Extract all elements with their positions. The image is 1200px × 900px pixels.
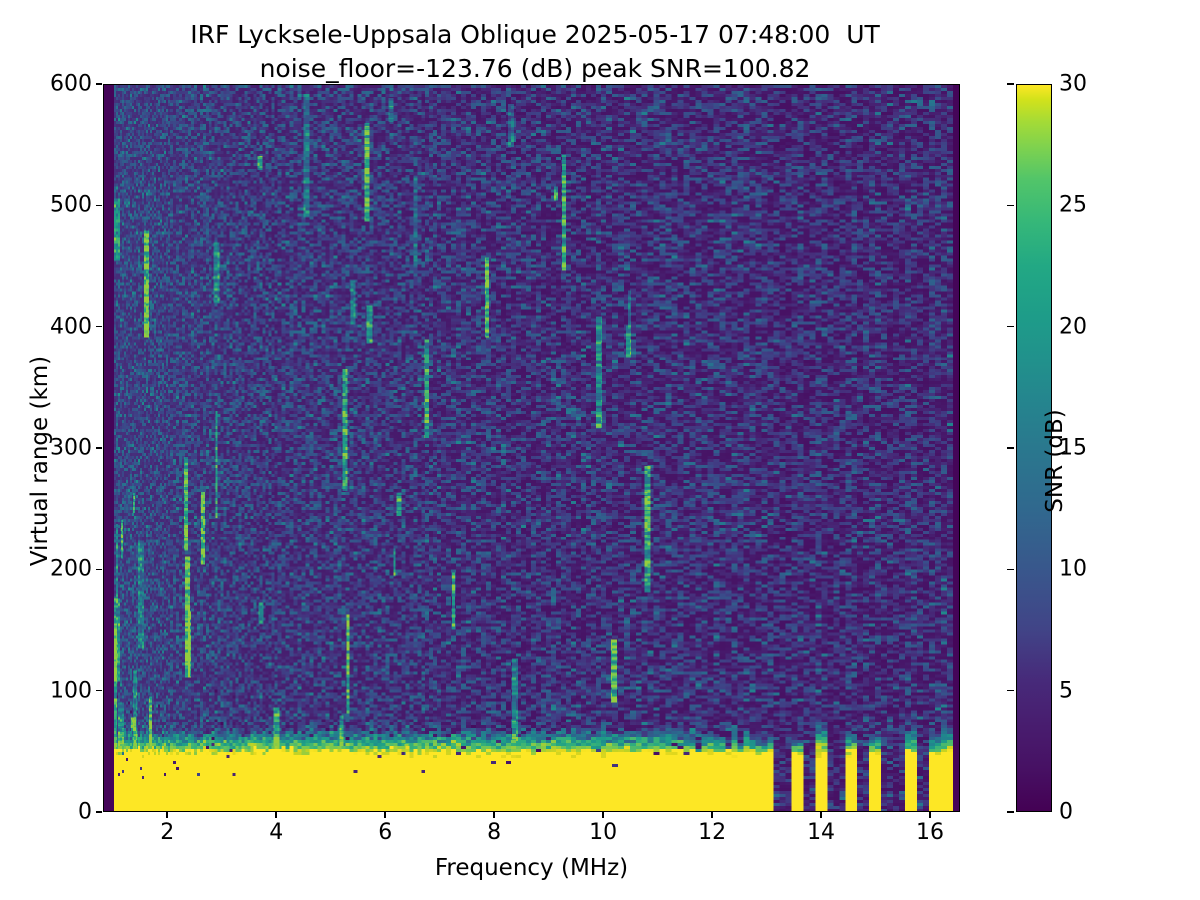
x-tick-mark: [929, 812, 931, 818]
y-tick-mark: [96, 447, 102, 449]
figure-title-line2: noise_floor=-123.76 (dB) peak SNR=100.82: [259, 54, 811, 83]
figure-title: IRF Lycksele-Uppsala Oblique 2025-05-17 …: [0, 18, 1070, 86]
y-tick-label: 500: [50, 192, 92, 218]
y-tick-label: 100: [50, 678, 92, 704]
x-tick-mark: [820, 812, 822, 818]
colorbar-tick-mark: [1007, 447, 1014, 449]
colorbar-tick-label: 25: [1059, 192, 1087, 218]
colorbar-tick-mark: [1007, 83, 1014, 85]
y-tick-label: 600: [50, 71, 92, 97]
y-axis-label: Virtual range (km): [27, 355, 53, 567]
x-tick-label: 8: [487, 820, 502, 845]
x-tick-label: 2: [160, 820, 175, 845]
colorbar-tick-label: 0: [1059, 799, 1073, 825]
x-tick-label: 16: [916, 820, 945, 845]
y-tick-mark: [96, 689, 102, 692]
y-tick-label: 0: [78, 799, 92, 825]
x-tick-label: 10: [589, 820, 618, 845]
x-tick-label: 12: [698, 820, 727, 845]
colorbar-tick-mark: [1007, 325, 1014, 328]
colorbar-tick-mark: [1007, 568, 1014, 571]
x-tick-label: 14: [807, 820, 836, 845]
x-tick-mark: [384, 812, 386, 818]
x-tick-label: 6: [378, 820, 393, 845]
colorbar-tick-label: 5: [1059, 678, 1073, 704]
x-tick-mark: [166, 812, 169, 818]
colorbar-tick-mark: [1007, 689, 1014, 692]
plot-area[interactable]: [103, 84, 960, 812]
y-tick-mark: [96, 568, 102, 571]
y-tick-mark: [96, 325, 102, 328]
y-tick-label: 400: [50, 314, 92, 340]
colorbar-label: SNR (dB): [1042, 409, 1068, 513]
x-tick-mark: [711, 812, 713, 818]
colorbar-tick-label: 15: [1059, 435, 1087, 461]
ionogram-heatmap: [104, 85, 959, 811]
colorbar[interactable]: [1016, 84, 1052, 812]
colorbar-tick-label: 30: [1059, 71, 1087, 97]
y-tick-mark: [96, 811, 102, 813]
colorbar-tick-mark: [1007, 811, 1014, 813]
heatmap-canvas: [104, 85, 959, 811]
figure-title-line1: IRF Lycksele-Uppsala Oblique 2025-05-17 …: [190, 20, 880, 49]
x-tick-label: 4: [269, 820, 284, 845]
x-axis-label: Frequency (MHz): [434, 855, 629, 881]
colorbar-tick-mark: [1007, 204, 1014, 207]
y-tick-mark: [96, 83, 102, 85]
colorbar-tick-label: 10: [1059, 556, 1087, 582]
y-tick-label: 200: [50, 556, 92, 582]
x-tick-mark: [275, 812, 278, 818]
y-tick-mark: [96, 204, 102, 207]
colorbar-tick-label: 20: [1059, 314, 1087, 340]
y-tick-label: 300: [50, 435, 92, 461]
x-tick-mark: [602, 812, 604, 818]
x-tick-mark: [493, 812, 495, 818]
